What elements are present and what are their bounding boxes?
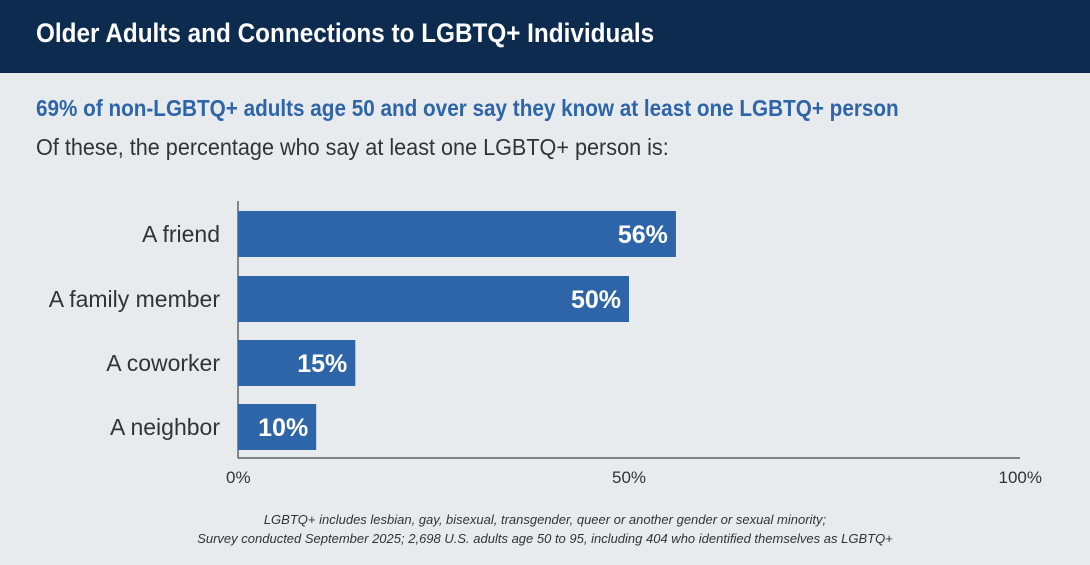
value-label-4: 10%: [258, 414, 308, 442]
footnote-survey: Survey conducted September 2025; 2,698 U…: [197, 531, 893, 546]
bar-1: [238, 211, 676, 257]
category-label-3: A coworker: [106, 350, 220, 376]
x-tick-label-3: 100%: [999, 468, 1042, 487]
headline: 69% of non-LGBTQ+ adults age 50 and over…: [36, 95, 899, 121]
footnote-definition: LGBTQ+ includes lesbian, gay, bisexual, …: [263, 512, 827, 527]
bar-3: [238, 340, 356, 386]
value-label-2: 50%: [571, 286, 621, 314]
bar-2: [238, 276, 629, 322]
value-label-1: 56%: [618, 221, 668, 249]
x-tick-label-1: 0%: [226, 468, 251, 487]
category-label-2: A family member: [49, 286, 221, 312]
category-label-1: A friend: [142, 221, 220, 247]
header-bar: Older Adults and Connections to LGBTQ+ I…: [0, 0, 1090, 73]
subhead: Of these, the percentage who say at leas…: [36, 134, 669, 160]
bar-chart: A friend 56% A family member 50% A coworker 1…: [49, 201, 1042, 487]
bar-4: [238, 404, 317, 450]
category-label-4: A neighbor: [110, 414, 220, 440]
value-label-3: 15%: [297, 350, 347, 378]
page-title: Older Adults and Connections to LGBTQ+ I…: [36, 18, 655, 48]
x-tick-label-2: 50%: [612, 468, 646, 487]
